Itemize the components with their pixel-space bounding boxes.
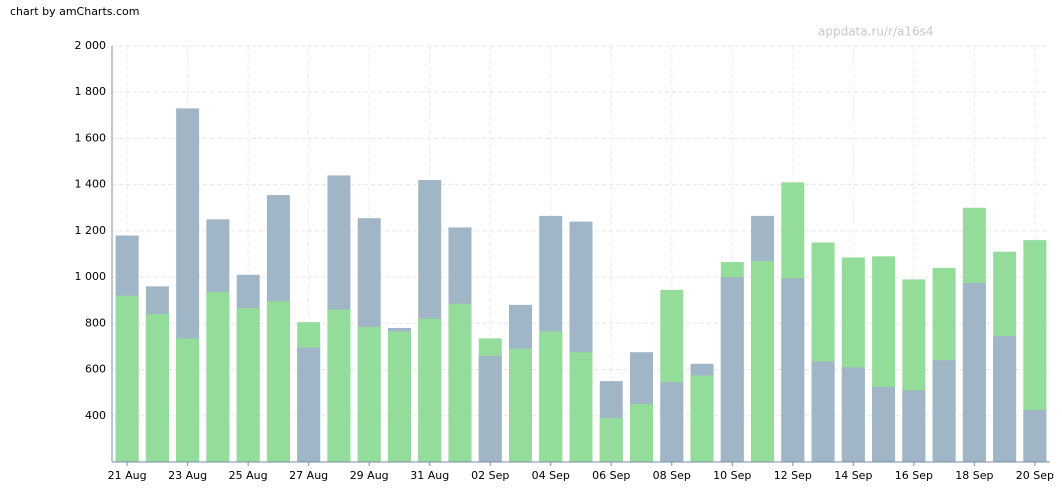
bar (781, 278, 805, 462)
bar (387, 331, 411, 462)
y-tick-label: 800 (85, 316, 106, 329)
credit: chart by amCharts.com (10, 5, 140, 18)
y-tick-label: 1 600 (75, 131, 107, 144)
x-tick-label: 02 Sep (471, 469, 509, 482)
bar (448, 303, 472, 462)
x-tick-label: 04 Sep (532, 469, 570, 482)
bar (720, 277, 744, 462)
x-tick-label: 12 Sep (774, 469, 812, 482)
x-tick-label: 06 Sep (592, 469, 630, 482)
bar (478, 355, 502, 462)
x-tick-label: 27 Aug (289, 469, 328, 482)
bar (811, 361, 835, 462)
x-tick-label: 31 Aug (410, 469, 449, 482)
bar (145, 314, 169, 462)
y-tick-label: 1 400 (75, 178, 107, 191)
y-tick-label: 2 000 (75, 39, 107, 52)
bar (872, 386, 896, 462)
x-tick-label: 29 Aug (350, 469, 389, 482)
y-tick-label: 1 800 (75, 85, 107, 98)
bar (690, 375, 714, 462)
y-tick-label: 400 (85, 409, 106, 422)
bar (236, 308, 260, 462)
bar (266, 301, 290, 462)
y-tick-label: 1 000 (75, 270, 107, 283)
x-tick-label: 14 Sep (834, 469, 872, 482)
bar (508, 348, 532, 462)
bar (206, 292, 230, 462)
bar (297, 347, 321, 462)
bar (1023, 240, 1047, 462)
bar (751, 260, 775, 462)
bar (357, 326, 381, 462)
bar (327, 309, 351, 462)
x-tick-label: 16 Sep (895, 469, 933, 482)
bar (841, 367, 865, 462)
x-tick-label: 18 Sep (955, 469, 993, 482)
bar (630, 404, 654, 462)
bar (599, 418, 623, 462)
bar (962, 282, 986, 462)
bar (418, 318, 442, 462)
x-tick-label: 20 Sep (1016, 469, 1054, 482)
x-tick-label: 25 Aug (229, 469, 268, 482)
bar (569, 352, 593, 462)
y-tick-label: 1 200 (75, 224, 107, 237)
bar (932, 360, 956, 462)
bar (660, 382, 684, 462)
x-tick-label: 21 Aug (108, 469, 147, 482)
bar (1023, 410, 1047, 462)
x-tick-label: 23 Aug (168, 469, 207, 482)
bar (993, 336, 1017, 462)
bar (115, 295, 139, 462)
x-tick-label: 08 Sep (653, 469, 691, 482)
bar (902, 390, 926, 462)
bar (539, 331, 563, 462)
x-tick-label: 10 Sep (713, 469, 751, 482)
bar (176, 338, 200, 462)
watermark: appdata.ru/r/a16s4 (818, 25, 934, 39)
y-tick-label: 600 (85, 363, 106, 376)
